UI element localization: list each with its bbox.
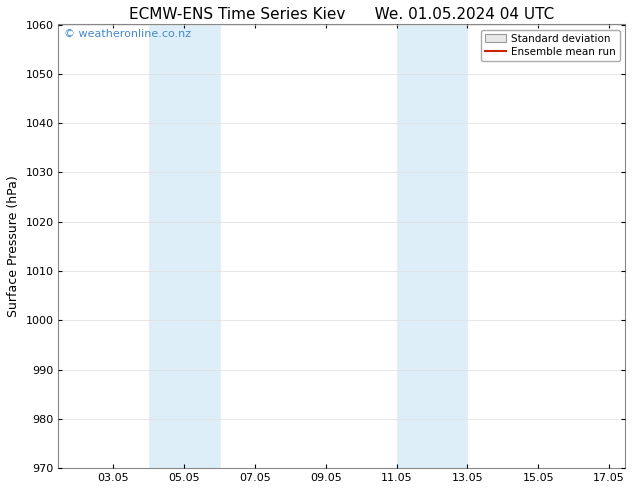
- Bar: [149, 24, 219, 468]
- Title: ECMW-ENS Time Series Kiev      We. 01.05.2024 04 UTC: ECMW-ENS Time Series Kiev We. 01.05.2024…: [129, 7, 554, 22]
- Y-axis label: Surface Pressure (hPa): Surface Pressure (hPa): [7, 175, 20, 317]
- Legend: Standard deviation, Ensemble mean run: Standard deviation, Ensemble mean run: [481, 30, 620, 61]
- Bar: [397, 24, 467, 468]
- Text: © weatheronline.co.nz: © weatheronline.co.nz: [64, 29, 191, 39]
